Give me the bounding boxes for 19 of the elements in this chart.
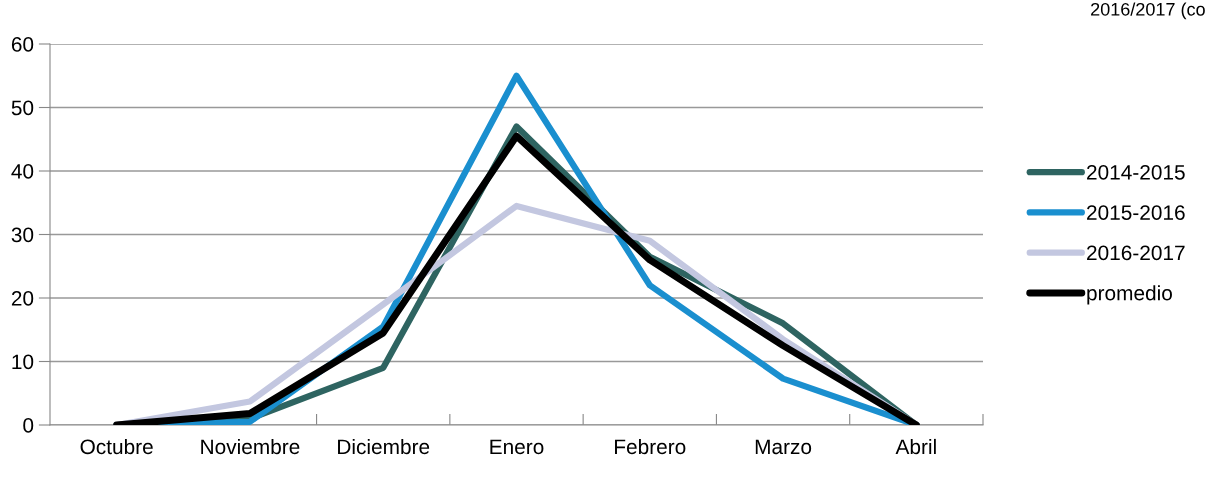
legend-label: 2014-2015 (1087, 164, 1185, 180)
text: 2016/2017 (co (1091, 2, 1205, 20)
legend-label: promedio (1087, 285, 1172, 305)
y-tick-label: 20 (11, 291, 34, 306)
x-tick-label: Abril (895, 438, 936, 455)
y-tick-label: 40 (11, 164, 34, 179)
x-tick-label: Enero (490, 439, 544, 455)
legend-label: 2016-2017 (1087, 245, 1185, 261)
x-tick-label: Octubre (80, 438, 153, 455)
legend-label: 2015-2016 (1087, 205, 1185, 220)
y-tick-label: 30 (11, 227, 34, 243)
y-tick-label: 0 (23, 418, 34, 433)
x-tick-label: Febrero (615, 438, 686, 455)
x-tick-label: Noviembre (201, 438, 300, 455)
y-tick-label: 10 (12, 354, 34, 370)
x-tick-label: Marzo (755, 439, 812, 455)
x-tick-label: Diciembre (338, 438, 430, 455)
y-tick-label: 50 (11, 100, 34, 116)
y-tick-label: 60 (11, 37, 34, 52)
